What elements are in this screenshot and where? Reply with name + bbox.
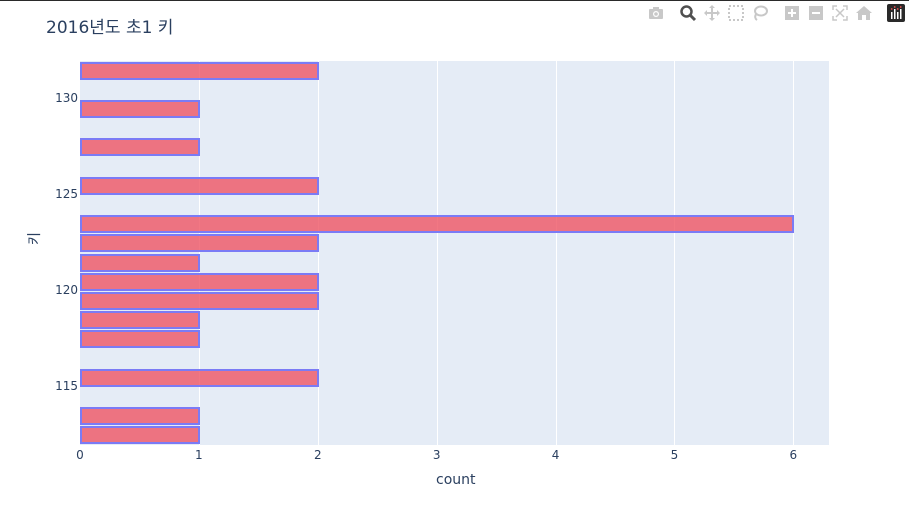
zoom-icon[interactable]	[679, 4, 697, 22]
grid-line	[793, 61, 795, 445]
x-tick-label: 1	[195, 448, 203, 462]
histogram-bar[interactable]	[80, 253, 200, 272]
grid-line	[555, 61, 557, 445]
x-tick-label: 3	[432, 448, 441, 462]
x-tick-label: 4	[551, 448, 560, 462]
histogram-bar[interactable]	[80, 407, 200, 426]
histogram-bar[interactable]	[80, 291, 319, 311]
histogram-bar[interactable]	[80, 99, 200, 119]
histogram-bar[interactable]	[80, 176, 319, 195]
reset-axes-icon[interactable]	[855, 4, 873, 22]
x-tick-label: 0	[76, 448, 84, 462]
camera-icon[interactable]	[647, 4, 665, 22]
autoscale-icon[interactable]	[831, 4, 849, 22]
grid-line	[198, 61, 200, 445]
histogram-bar[interactable]	[80, 311, 200, 330]
histogram-bar[interactable]	[80, 138, 200, 157]
plotly-logo-icon[interactable]	[887, 4, 905, 22]
histogram-bar[interactable]	[80, 426, 200, 445]
zoom-in-icon[interactable]	[783, 4, 801, 22]
window-top-border	[0, 0, 909, 1]
box-select-icon[interactable]	[727, 4, 745, 22]
y-tick-label: 115	[55, 379, 78, 394]
x-tick-label: 6	[789, 448, 798, 462]
histogram-bar[interactable]	[80, 234, 319, 253]
x-tick-label: 2	[313, 448, 322, 462]
histogram-bar[interactable]	[80, 272, 319, 291]
x-tick-label: 5	[670, 448, 679, 462]
y-tick-label: 120	[55, 283, 78, 298]
grid-line	[317, 61, 319, 445]
y-tick-label: 130	[55, 91, 78, 106]
histogram-bar[interactable]	[80, 330, 200, 349]
zoom-out-icon[interactable]	[807, 4, 825, 22]
y-axis-label: 키	[27, 232, 43, 245]
histogram-bar[interactable]	[80, 215, 795, 234]
grid-line	[436, 61, 438, 445]
grid-line	[674, 61, 676, 445]
y-tick-label: 125	[55, 187, 78, 202]
histogram-bar[interactable]	[80, 368, 319, 387]
lasso-select-icon[interactable]	[751, 4, 769, 22]
pan-icon[interactable]	[703, 4, 721, 22]
plot-area[interactable]	[80, 61, 829, 445]
x-axis-label: count	[436, 472, 476, 488]
histogram-bar[interactable]	[80, 61, 319, 80]
chart-title: 2016년도 초1 키	[46, 18, 174, 38]
